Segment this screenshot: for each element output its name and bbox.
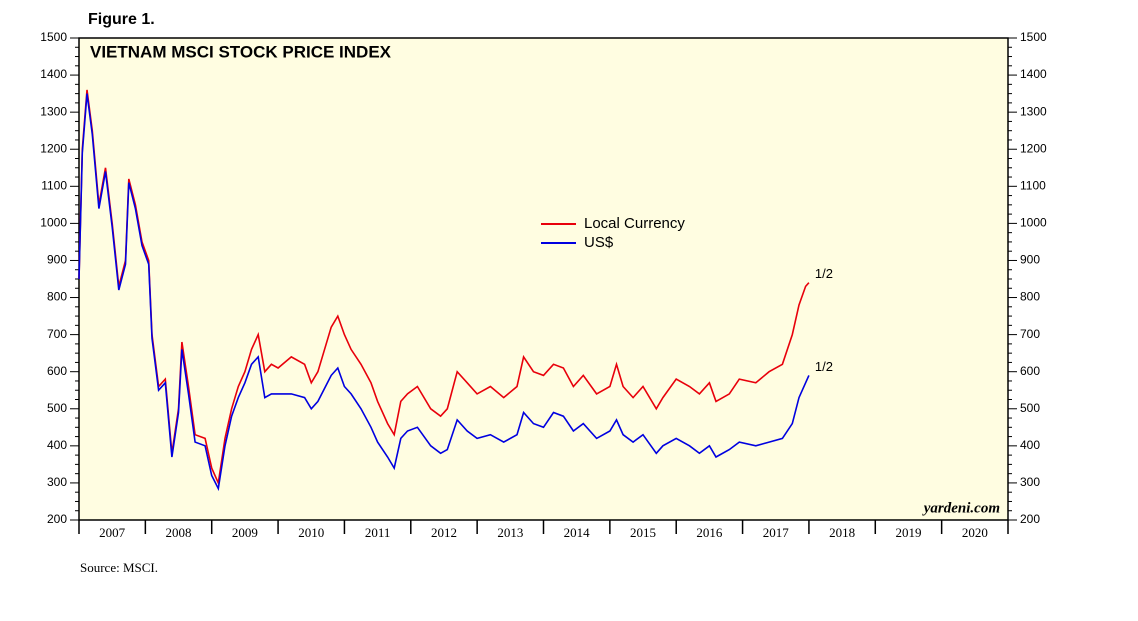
- y-tick-label: 1300: [40, 104, 67, 118]
- y2-tick-label: 300: [1020, 475, 1040, 489]
- y-tick-label: 700: [47, 327, 67, 341]
- x-tick-label: 2008: [166, 525, 192, 540]
- y2-tick-label: 500: [1020, 401, 1040, 415]
- y-tick-label: 1100: [41, 178, 67, 192]
- y2-tick-label: 900: [1020, 253, 1040, 267]
- y2-tick-label: 1300: [1020, 104, 1047, 118]
- plot-area: [78, 37, 1009, 521]
- x-tick-label: 2012: [431, 525, 457, 540]
- chart-title: VIETNAM MSCI STOCK PRICE INDEX: [90, 42, 392, 61]
- y-tick-label: 1200: [40, 141, 67, 155]
- y-tick-label: 300: [47, 475, 67, 489]
- x-tick-label: 2019: [895, 525, 921, 540]
- y-tick-label: 400: [47, 438, 67, 452]
- y2-tick-label: 1500: [1020, 30, 1047, 44]
- figure-label: Figure 1.: [88, 11, 155, 28]
- end-label: 1/2: [815, 266, 833, 281]
- x-tick-label: 2016: [696, 525, 723, 540]
- y-tick-label: 900: [47, 253, 67, 267]
- x-tick-label: 2017: [763, 525, 790, 540]
- y2-tick-label: 700: [1020, 327, 1040, 341]
- y2-tick-label: 200: [1020, 512, 1040, 526]
- y2-tick-label: 800: [1020, 290, 1040, 304]
- end-label: 1/2: [815, 359, 833, 374]
- y-tick-label: 1000: [40, 216, 67, 230]
- y-tick-label: 200: [47, 512, 67, 526]
- x-tick-label: 2020: [962, 525, 988, 540]
- series-line: [78, 89, 810, 486]
- source-note: Source: MSCI.: [80, 560, 158, 575]
- y-tick-label: 1400: [40, 67, 67, 81]
- legend-label: US$: [584, 234, 614, 251]
- y2-tick-label: 1200: [1020, 141, 1047, 155]
- y2-tick-label: 1100: [1020, 178, 1046, 192]
- x-tick-label: 2018: [829, 525, 855, 540]
- x-tick-label: 2009: [232, 525, 258, 540]
- legend-label: Local Currency: [584, 215, 685, 232]
- y-tick-label: 800: [47, 290, 67, 304]
- x-tick-label: 2007: [99, 525, 126, 540]
- y2-tick-label: 600: [1020, 364, 1040, 378]
- y2-tick-label: 1000: [1020, 216, 1047, 230]
- x-tick-label: 2015: [630, 525, 656, 540]
- y-tick-label: 1500: [40, 30, 67, 44]
- y2-tick-label: 1400: [1020, 67, 1047, 81]
- x-tick-label: 2011: [365, 525, 391, 540]
- y-tick-label: 600: [47, 364, 67, 378]
- x-tick-label: 2010: [298, 525, 324, 540]
- y2-tick-label: 400: [1020, 438, 1040, 452]
- series-line: [78, 93, 810, 492]
- watermark: yardeni.com: [922, 500, 1000, 516]
- x-tick-label: 2014: [564, 525, 591, 540]
- y-tick-label: 500: [47, 401, 67, 415]
- x-tick-label: 2013: [497, 525, 523, 540]
